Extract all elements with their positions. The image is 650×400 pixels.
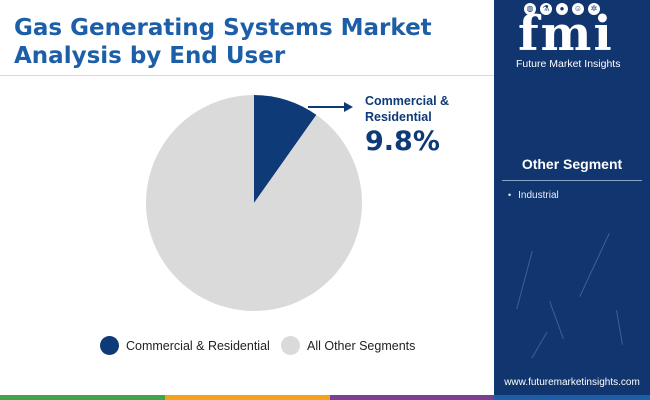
legend-swatch [281,336,300,355]
flask-icon: ⚗ [540,3,552,15]
globe-icon: ◍ [524,3,536,15]
legend-item-other: All Other Segments [281,336,415,355]
accent-bar-blue [494,395,650,400]
sidebar: fmi ◍ ⚗ ● ☺ ✲ Future Market Insights Oth… [494,0,650,400]
gear-icon: ✲ [588,3,600,15]
fmi-logo: fmi ◍ ⚗ ● ☺ ✲ Future Market Insights [494,0,650,72]
website-url[interactable]: www.futuremarketinsights.com [504,377,640,388]
other-segment-divider [502,180,642,181]
legend-item-commercial: Commercial & Residential [100,336,270,355]
list-item: Industrial [508,190,559,201]
logo-text: fmi [518,6,614,62]
legend-label: All Other Segments [307,338,416,353]
accent-bar-purple [330,395,494,400]
callout-arrow [308,102,353,112]
accent-bar-green [0,395,165,400]
callout-value: 9.8% [365,126,440,157]
title-divider [0,75,494,76]
logo-subtitle: Future Market Insights [516,58,621,70]
legend-label: Commercial & Residential [126,338,270,353]
callout-label: Commercial & Residential [365,94,450,124]
accent-bar-orange [165,395,330,400]
other-segment-list: Industrial [508,190,559,201]
person-icon: ☺ [572,3,584,15]
pie-slice-all-other-segments [146,95,363,311]
pie-chart [146,95,363,311]
other-segment-title: Other Segment [521,156,623,172]
pie-slice-commercial-residential [254,95,317,203]
legend-swatch [100,336,119,355]
drop-icon: ● [556,3,568,15]
chart-title: Gas Generating Systems Market Analysis b… [14,15,432,69]
